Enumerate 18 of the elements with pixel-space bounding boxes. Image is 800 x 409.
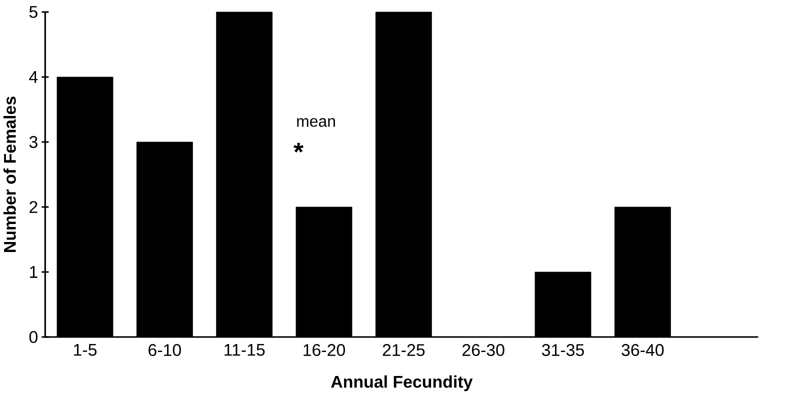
x-tick-label: 1-5 [74, 344, 97, 356]
y-tick-label: 2 [30, 201, 38, 213]
x-tick-label: 6-10 [148, 344, 181, 356]
annotation: mean [297, 118, 335, 127]
x-tick-label: 21-25 [382, 344, 425, 356]
y-tick-label: 5 [29, 6, 38, 18]
x-tick-label: 16-20 [304, 344, 345, 356]
annotation: * [294, 142, 304, 152]
x-tick-label: 26-30 [462, 344, 504, 356]
y-axis-title: Number of Females [3, 96, 16, 252]
x-tick-label: 36-40 [622, 344, 664, 356]
x-axis-title: Annual Fecundity [331, 375, 473, 392]
y-tick-label: 0 [29, 331, 38, 344]
x-tick-label: 11-15 [224, 344, 265, 356]
y-tick-label: 1 [30, 266, 38, 278]
y-tick-label: 3 [29, 136, 38, 148]
x-tick-label: 31-35 [542, 344, 584, 356]
y-tick-label: 4 [29, 71, 38, 83]
